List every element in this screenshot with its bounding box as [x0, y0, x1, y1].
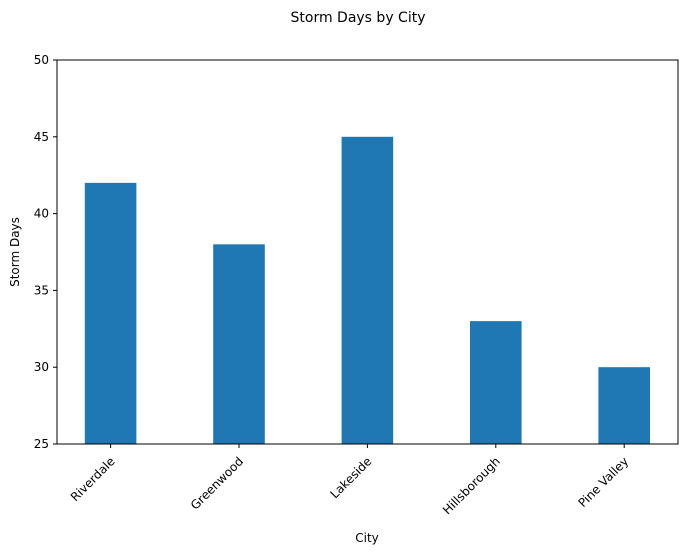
x-tick-label: Greenwood	[188, 454, 246, 512]
bar-pine-valley	[598, 367, 650, 444]
x-axis: Riverdale Greenwood Lakeside Hillsborough Pi…	[68, 444, 632, 517]
x-tick-label: Riverdale	[68, 454, 118, 504]
bar-lakeside	[341, 136, 394, 445]
x-tick-label: Hillsborough	[440, 454, 503, 517]
x-tick-label: Pine Valley	[576, 454, 632, 510]
bar-group	[84, 136, 650, 445]
y-tick-label: 30	[34, 360, 49, 374]
y-axis: 25 30 35 40 45 50	[34, 53, 57, 451]
chart-title: Storm Days by City	[291, 10, 426, 26]
y-tick-label: 25	[34, 437, 49, 451]
y-axis-title: Storm Days	[8, 217, 22, 287]
plot-frame	[56, 59, 679, 445]
bar-hillsborough	[470, 321, 522, 444]
bar-greenwood	[213, 244, 265, 444]
y-tick-label: 40	[34, 207, 49, 221]
x-axis-title: City	[355, 531, 379, 545]
y-tick-label: 45	[34, 130, 49, 144]
bar-riverdale	[84, 182, 137, 444]
x-tick-label: Lakeside	[327, 454, 374, 501]
y-tick-label: 35	[34, 283, 49, 297]
y-tick-label: 50	[34, 53, 49, 67]
